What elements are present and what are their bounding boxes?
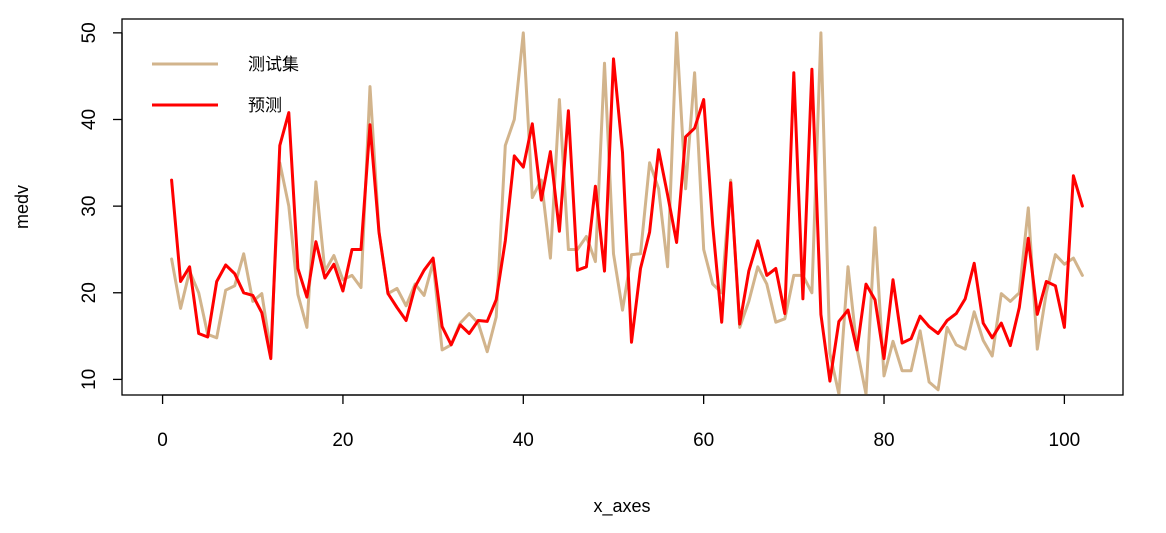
x-tick-label: 40 <box>513 430 534 451</box>
x-tick-label: 80 <box>873 430 894 451</box>
series-line-predicted <box>170 57 1084 383</box>
legend-label-predicted: 预测 <box>248 96 282 116</box>
x-tick-label: 100 <box>1049 430 1081 451</box>
legend: 测试集 预测 <box>152 55 299 116</box>
x-tick-label: 60 <box>693 430 714 451</box>
x-axis: 0 20 40 60 80 100 <box>157 394 1081 451</box>
y-tick-label: 50 <box>79 22 100 43</box>
series-layer <box>170 31 1084 396</box>
x-axis-title: x_axes <box>593 496 650 517</box>
y-tick-label: 30 <box>79 196 100 217</box>
y-tick-label: 10 <box>79 369 100 390</box>
y-axis: 10 20 30 40 50 <box>79 22 123 390</box>
y-axis-title: medv <box>12 185 32 229</box>
x-tick-label: 20 <box>332 430 353 451</box>
legend-label-test: 测试集 <box>248 55 299 75</box>
series-line-test <box>170 31 1084 396</box>
x-tick-label: 0 <box>157 430 168 451</box>
y-tick-label: 40 <box>79 109 100 130</box>
y-tick-label: 20 <box>79 282 100 303</box>
